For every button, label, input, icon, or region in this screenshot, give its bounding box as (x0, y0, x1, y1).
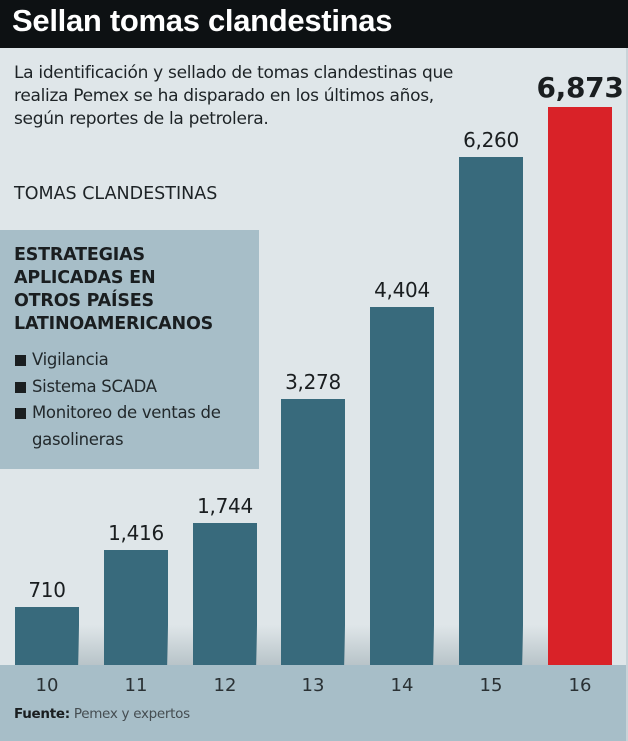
source-note: Fuente: Pemex y expertos (14, 706, 190, 722)
x-tick-label: 11 (124, 675, 148, 696)
x-tick-label: 10 (35, 675, 59, 696)
x-tick-label: 16 (568, 675, 592, 696)
x-axis: Fuente: Pemex y expertos 10 11 12 13 14 15 16 (0, 665, 626, 741)
x-tick-label: 14 (390, 675, 414, 696)
square-bullet-icon (15, 355, 26, 366)
strategies-title: ESTRATEGIAS APLICADAS EN OTROS PAÍSES LA… (14, 245, 214, 334)
chart-subtitle: TOMAS CLANDESTINAS (14, 184, 218, 204)
strategy-item: Vigilancia (14, 347, 257, 374)
header: Sellan tomas clandestinas (0, 0, 628, 48)
x-tick-label: 12 (213, 675, 237, 696)
chart-title: Sellan tomas clandestinas (12, 3, 393, 38)
strategy-item: Sistema SCADA (14, 374, 257, 401)
square-bullet-icon (15, 381, 26, 393)
chart-description: La identificación y sellado de tomas cla… (14, 63, 454, 129)
strategy-item: Monitoreo de ventas de gasolineras (14, 400, 257, 453)
x-tick-label: 13 (301, 675, 325, 696)
strategies-panel: ESTRATEGIAS APLICADAS EN OTROS PAÍSES LA… (0, 230, 259, 469)
strategies-list: Vigilancia Sistema SCADA Monitoreo de ve… (14, 347, 257, 453)
chart-canvas (0, 48, 628, 741)
square-bullet-icon (15, 408, 26, 419)
x-tick-label: 15 (479, 675, 503, 696)
